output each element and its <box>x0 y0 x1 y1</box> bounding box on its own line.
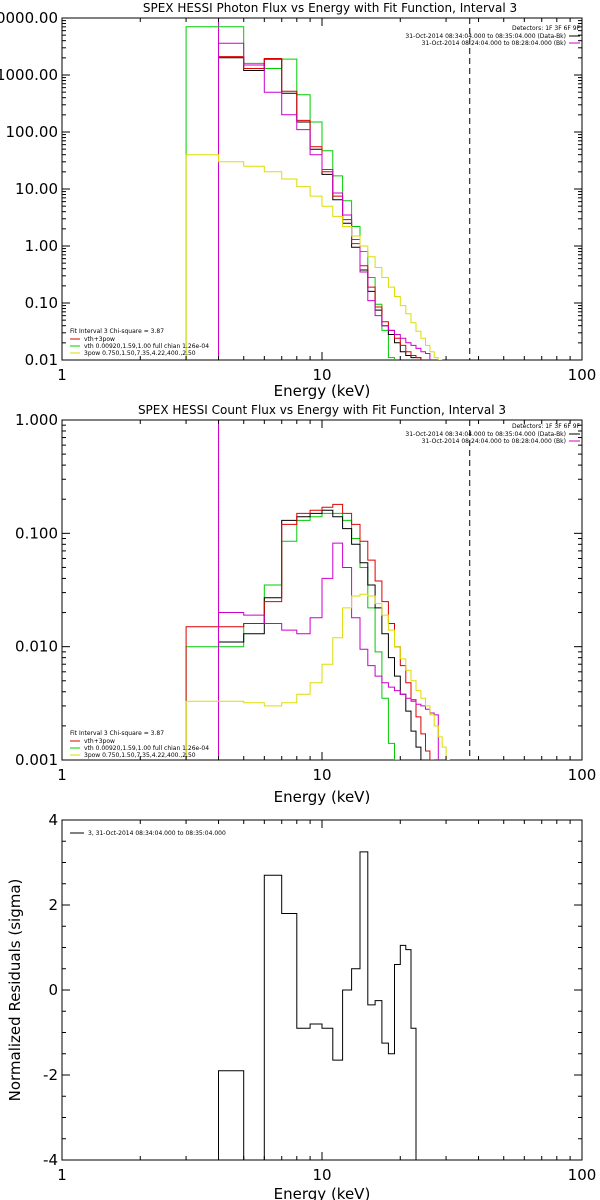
y-tick-label: 1.000 <box>15 411 58 429</box>
y-tick-label: 4 <box>48 811 58 829</box>
plot-frame <box>61 17 583 361</box>
x-tick-label: 10 <box>312 1166 331 1184</box>
series-line <box>185 154 443 360</box>
series-line <box>218 42 431 360</box>
x-tick-label: 100 <box>568 766 597 784</box>
chart-title: SPEX HESSI Photon Flux vs Energy with Fi… <box>143 1 517 15</box>
y-tick-label: 0.010 <box>15 638 58 656</box>
legend-entry: 31-Oct-2014 08:24:04.000 to 08:28:04.000… <box>422 40 566 47</box>
legend-entry: 31-Oct-2014 08:34:04.000 to 08:35:04.000… <box>405 33 566 40</box>
plot-frame <box>61 819 583 1161</box>
y-tick-label: 2 <box>48 896 58 914</box>
series-line <box>218 56 422 360</box>
legend-entry: vth 0.00920,1.59,1.00 full chian 1.26e-0… <box>84 343 209 350</box>
y-tick-label: 100.00 <box>6 123 59 141</box>
series-line <box>218 509 426 760</box>
data-marks <box>218 851 417 1160</box>
chart-title: SPEX HESSI Count Flux vs Energy with Fit… <box>138 403 506 417</box>
legend-entry: 3pow 0.750,1.50,7.35,4.22,400.,2.50 <box>84 350 196 357</box>
y-tick-label: 1000.00 <box>0 66 58 84</box>
legend-left: Fit Interval 3 Chi-square = 3.87 vth+3po… <box>70 730 209 759</box>
x-axis-label: Energy (keV) <box>274 382 371 400</box>
y-tick-label: 0000.00 <box>0 9 58 27</box>
axis-ticks: 1 10 100 1.000 0.100 0.010 0.001 <box>15 411 596 784</box>
series-line <box>218 851 417 1160</box>
legend-right: Detectors: 1F 3F 6F 9F 31-Oct-2014 08:34… <box>405 25 580 47</box>
legend-header: Fit Interval 3 Chi-square = 3.87 <box>70 730 164 737</box>
legend-header: Detectors: 1F 3F 6F 9F <box>512 423 581 430</box>
legend-entry: 3pow 0.750,1.50,7.35,4.22,400.,2.50 <box>84 752 196 759</box>
y-axis-label: Normalized Residuals (sigma) <box>6 879 24 1102</box>
x-tick-label: 10 <box>312 366 331 384</box>
legend-right: Detectors: 1F 3F 6F 9F 31-Oct-2014 08:34… <box>405 423 580 445</box>
legend-header: Detectors: 1F 3F 6F 9F <box>512 25 581 32</box>
data-marks <box>185 18 471 360</box>
series-line <box>218 57 422 360</box>
y-tick-label: 10.00 <box>15 180 58 198</box>
residuals-panel: 1 10 100 4 2 0 -2 -4 Energy (keV) Normalized Re… <box>6 811 596 1200</box>
y-tick-label: 0.01 <box>25 351 58 369</box>
legend-entry: vth+3pow <box>84 738 115 745</box>
legend-entry: vth 0.00920,1.59,1.00 full chian 1.26e-0… <box>84 745 209 752</box>
axis-ticks: 1 10 100 4 2 0 -2 -4 <box>43 811 596 1184</box>
count-flux-panel: SPEX HESSI Count Flux vs Energy with Fit… <box>15 403 596 806</box>
legend-header: Fit Interval 3 Chi-square = 3.87 <box>70 328 164 335</box>
y-tick-label: 0.001 <box>15 751 58 769</box>
legend-entry: 3, 31-Oct-2014 08:34:04.000 to 08:35:04.… <box>88 830 226 837</box>
x-axis-label: Energy (keV) <box>274 1185 371 1200</box>
series-line <box>185 593 450 760</box>
axis-ticks: 1 10 100 0000.00 1000.00 100.00 10.00 1.00 0.10 0… <box>0 9 596 384</box>
x-tick-label: 100 <box>568 1166 597 1184</box>
y-tick-label: -4 <box>43 1151 58 1169</box>
series-line <box>218 542 439 760</box>
legend-left: Fit Interval 3 Chi-square = 3.87 vth+3po… <box>70 328 209 357</box>
x-tick-label: 10 <box>312 766 331 784</box>
x-axis-label: Energy (keV) <box>274 788 371 806</box>
y-tick-label: 1.00 <box>25 237 58 255</box>
data-marks <box>185 420 471 760</box>
y-tick-label: 0.10 <box>25 294 58 312</box>
legend-left: 3, 31-Oct-2014 08:34:04.000 to 08:35:04.… <box>70 830 226 837</box>
legend-entry: 31-Oct-2014 08:34:04.000 to 08:35:04.000… <box>405 431 566 438</box>
y-tick-label: 0.100 <box>15 524 58 542</box>
x-tick-label: 1 <box>57 366 67 384</box>
legend-entry: 31-Oct-2014 08:24:04.000 to 08:28:04.000… <box>422 438 566 445</box>
photon-flux-panel: SPEX HESSI Photon Flux vs Energy with Fi… <box>0 1 596 400</box>
legend-entry: vth+3pow <box>84 336 115 343</box>
y-tick-label: 0 <box>48 981 58 999</box>
x-tick-label: 1 <box>57 1166 67 1184</box>
series-line <box>185 26 395 360</box>
y-tick-label: -2 <box>43 1066 58 1084</box>
x-tick-label: 100 <box>568 366 597 384</box>
x-tick-label: 1 <box>57 766 67 784</box>
